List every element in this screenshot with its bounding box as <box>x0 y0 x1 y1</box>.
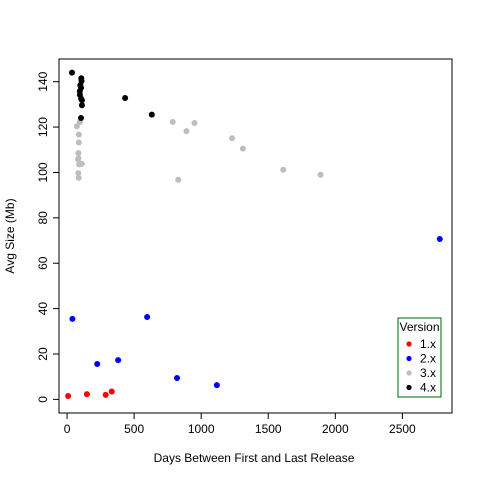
data-point <box>69 69 76 76</box>
legend-title: Version <box>399 320 439 334</box>
data-point <box>108 388 115 395</box>
data-point <box>174 375 181 382</box>
data-point <box>102 391 109 398</box>
series-4.x <box>69 69 155 121</box>
data-point <box>78 102 85 109</box>
y-tick-label: 100 <box>36 162 50 182</box>
legend-swatch <box>406 341 412 347</box>
data-point <box>78 160 85 167</box>
data-point <box>75 174 82 181</box>
legend-label: 1.x <box>420 337 436 351</box>
data-point <box>183 128 190 135</box>
data-point <box>78 97 85 104</box>
legend-label: 4.x <box>420 381 436 395</box>
x-axis-title: Days Between First and Last Release <box>154 451 355 465</box>
series-3.x <box>73 118 324 183</box>
data-point <box>75 150 82 157</box>
data-point <box>69 315 76 322</box>
data-point <box>75 156 82 163</box>
legend-label: 2.x <box>420 352 436 366</box>
data-point <box>213 382 220 389</box>
data-point <box>94 360 101 367</box>
data-point <box>317 171 324 178</box>
legend-label: 3.x <box>420 366 436 380</box>
data-point <box>65 392 72 399</box>
data-point <box>75 139 82 146</box>
y-tick-label: 60 <box>36 256 50 270</box>
y-tick-label: 0 <box>36 396 50 403</box>
data-point <box>75 131 82 138</box>
series-2.x <box>69 235 443 389</box>
data-point <box>229 135 236 142</box>
y-tick-label: 40 <box>36 302 50 316</box>
data-point <box>148 111 155 118</box>
x-axis: 0 500 1000 1500 2000 2500 <box>64 412 416 436</box>
x-tick-label: 1000 <box>188 422 215 436</box>
data-point <box>239 145 246 152</box>
data-point <box>115 357 122 364</box>
y-tick-label: 140 <box>36 71 50 91</box>
legend-items: 1.x2.x3.x4.x <box>406 337 436 395</box>
y-tick-label: 120 <box>36 117 50 137</box>
series-1.x <box>65 388 115 399</box>
data-point <box>144 314 151 321</box>
data-point <box>122 95 129 102</box>
y-tick-label: 80 <box>36 211 50 225</box>
data-point <box>77 115 84 121</box>
data-point <box>75 170 82 177</box>
x-tick-label: 500 <box>124 422 144 436</box>
x-tick-label: 0 <box>64 422 71 436</box>
legend: Version 1.x2.x3.x4.x <box>397 317 442 398</box>
data-point <box>191 119 198 126</box>
data-point <box>73 123 80 130</box>
legend-swatch <box>406 370 412 376</box>
legend-swatch <box>406 384 412 391</box>
data-point <box>175 176 182 183</box>
data-point <box>436 235 443 242</box>
data-point <box>280 166 287 173</box>
y-axis: 0 20 40 60 80 100 120 140 <box>36 71 60 403</box>
y-axis-title: Avg Size (Mb) <box>3 198 17 273</box>
x-tick-label: 2000 <box>322 422 349 436</box>
data-points <box>65 69 443 399</box>
data-point <box>169 118 176 125</box>
data-point <box>83 391 90 398</box>
y-tick-label: 20 <box>36 347 50 361</box>
legend-box <box>397 317 442 398</box>
x-tick-label: 1500 <box>255 422 282 436</box>
legend-swatch <box>406 355 412 362</box>
x-tick-label: 2500 <box>389 422 416 436</box>
